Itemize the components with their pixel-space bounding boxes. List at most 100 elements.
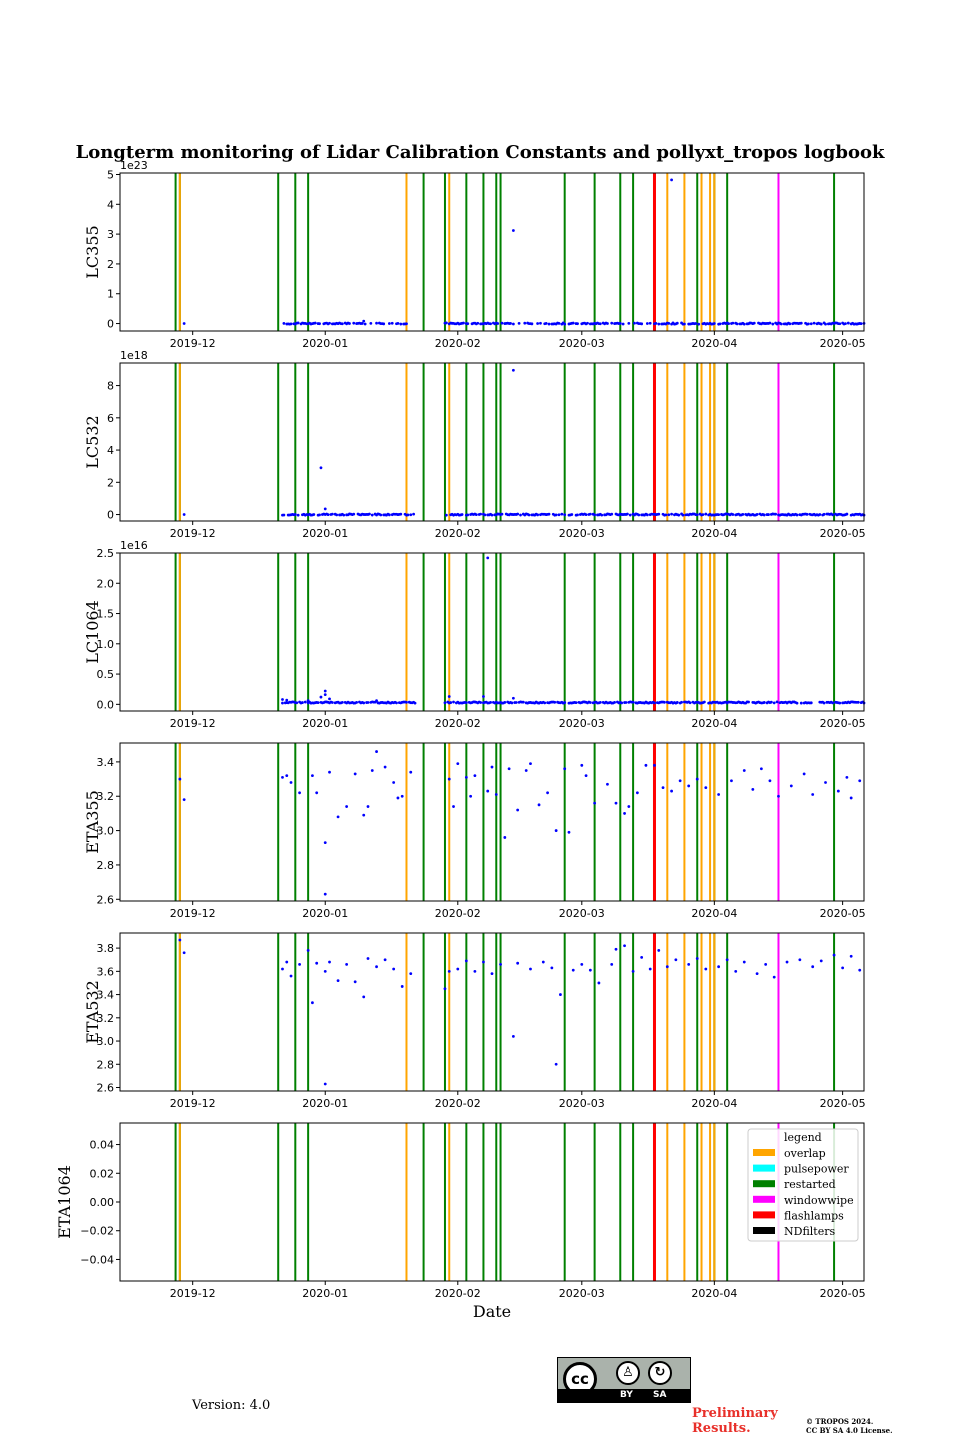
- legend-label-overlap: overlap: [784, 1147, 826, 1160]
- data-point: [670, 512, 673, 516]
- data-point: [680, 700, 683, 704]
- person-icon: ♙: [616, 1361, 640, 1385]
- data-point: [645, 513, 649, 517]
- y-offset-label: 1e23: [120, 159, 148, 172]
- x-tick-label: 2020-03: [559, 527, 605, 540]
- data-point: [473, 969, 477, 973]
- data-point: [824, 322, 827, 326]
- data-point: [742, 322, 746, 326]
- data-point: [514, 701, 518, 704]
- y-tick-label: 0: [107, 318, 114, 331]
- data-point: [563, 513, 567, 517]
- data-point: [694, 322, 698, 325]
- data-point: [610, 962, 614, 966]
- legend-label-restarted: restarted: [784, 1178, 836, 1191]
- data-point: [318, 513, 321, 517]
- data-point: [494, 793, 498, 796]
- data-point: [553, 700, 557, 704]
- x-tick-label: 2020-05: [820, 717, 866, 730]
- data-point: [654, 321, 658, 325]
- data-point: [490, 513, 494, 517]
- data-point: [289, 781, 293, 784]
- copyright-line-2: CC BY SA 4.0 License.: [806, 1426, 893, 1435]
- preliminary-line-2: Results.: [692, 1421, 751, 1436]
- data-point: [323, 1082, 327, 1086]
- y-tick-label: 2: [107, 258, 114, 271]
- x-tick-label: 2020-02: [435, 1097, 481, 1110]
- axes-frame: [119, 742, 865, 902]
- sa-label: SA: [653, 1390, 667, 1400]
- data-point: [482, 695, 485, 698]
- y-tick-label: 2.0: [97, 577, 115, 590]
- data-point: [516, 961, 520, 965]
- data-point: [802, 772, 806, 776]
- data-point: [366, 701, 370, 704]
- data-point: [637, 513, 641, 517]
- data-point: [557, 513, 561, 517]
- data-point: [537, 803, 541, 807]
- data-point: [858, 968, 862, 972]
- data-point: [313, 321, 317, 325]
- data-point: [623, 812, 626, 815]
- data-point: [383, 765, 387, 769]
- data-point: [618, 322, 622, 325]
- data-point: [598, 322, 602, 326]
- data-point: [606, 782, 609, 786]
- data-point: [795, 701, 799, 705]
- data-point: [466, 322, 470, 326]
- data-point: [774, 512, 778, 516]
- data-point: [812, 321, 816, 325]
- y-tick-label: 5: [107, 168, 114, 181]
- data-point: [409, 972, 413, 976]
- data-point: [560, 512, 564, 516]
- y-tick-label: 2.8: [97, 859, 115, 872]
- data-point: [547, 322, 551, 326]
- data-point: [511, 368, 515, 372]
- data-point: [530, 322, 534, 326]
- data-point: [296, 321, 300, 325]
- x-tick-label: 2020-04: [691, 717, 737, 730]
- data-point: [489, 700, 492, 704]
- data-point: [456, 967, 460, 971]
- data-point: [541, 960, 545, 964]
- data-point: [859, 322, 863, 326]
- data-point: [819, 322, 823, 326]
- data-point: [392, 967, 396, 971]
- data-point: [486, 556, 490, 560]
- data-point: [323, 969, 327, 973]
- x-tick-label: 2020-04: [691, 527, 737, 540]
- data-point: [762, 701, 766, 704]
- data-point: [570, 513, 574, 516]
- data-point: [811, 965, 815, 969]
- cc-license-badge[interactable]: cc ♙ ↻ BY SA: [557, 1357, 691, 1403]
- data-point: [348, 322, 351, 325]
- data-point: [392, 781, 396, 784]
- data-point: [633, 321, 636, 325]
- x-tick-label: 2019-12: [170, 1287, 216, 1300]
- data-point: [626, 512, 629, 516]
- data-point: [328, 770, 331, 774]
- data-point: [628, 513, 632, 517]
- data-point: [306, 949, 310, 952]
- data-point: [838, 322, 842, 326]
- data-point: [315, 961, 319, 965]
- data-point: [640, 322, 644, 326]
- data-point: [352, 512, 356, 516]
- y-tick-label: 0.5: [97, 668, 115, 681]
- y-tick-label: 1: [107, 288, 114, 301]
- data-point: [336, 979, 340, 983]
- y-axis-label: LC532: [83, 415, 102, 468]
- data-point: [476, 321, 480, 325]
- data-point: [593, 513, 597, 517]
- data-point: [469, 794, 473, 798]
- data-point: [759, 767, 763, 771]
- data-point: [289, 974, 293, 978]
- data-point: [620, 701, 624, 705]
- x-axis-label: Date: [473, 1302, 511, 1321]
- panel-lc355: 0 1 2 3 4 5 2019-12 2020-01 2020-02 2020-03 2020-0…: [83, 159, 866, 350]
- data-point: [717, 513, 721, 517]
- data-point: [789, 784, 793, 788]
- data-point: [858, 779, 862, 783]
- data-point: [557, 321, 561, 325]
- data-point: [741, 512, 745, 516]
